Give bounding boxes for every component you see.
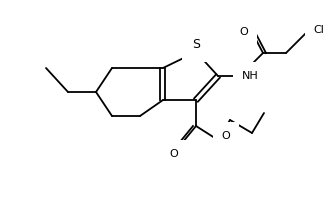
Text: NH: NH <box>241 71 259 81</box>
Text: O: O <box>170 149 178 159</box>
Text: Cl: Cl <box>314 25 324 35</box>
Text: S: S <box>192 38 200 52</box>
Text: O: O <box>222 131 230 141</box>
Text: O: O <box>239 27 248 37</box>
